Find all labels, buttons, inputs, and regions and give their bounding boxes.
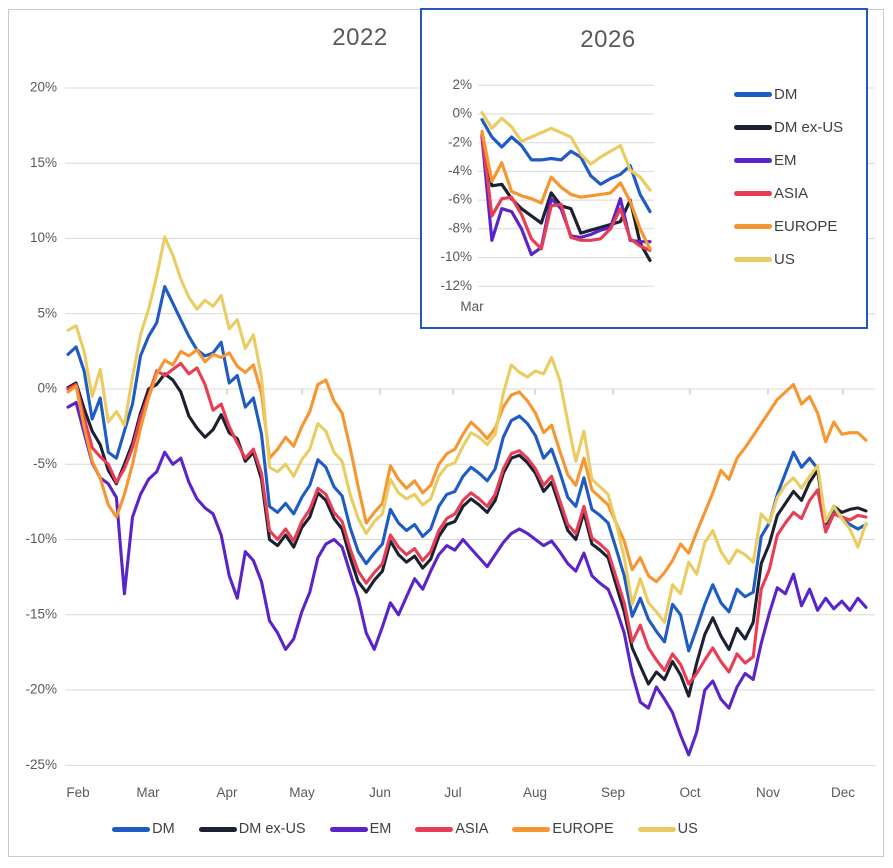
x-tick-label: Mar [460, 299, 484, 314]
legend-swatch [734, 190, 772, 196]
series-line-asia [480, 132, 652, 252]
legend-swatch [637, 826, 676, 832]
y-tick-label: -6% [448, 192, 472, 207]
x-tick-label: Apr [216, 785, 238, 800]
legend-swatch [329, 826, 368, 832]
legend-label: US [677, 821, 698, 837]
x-tick-label: Aug [523, 785, 547, 800]
x-tick-label: Jun [369, 785, 391, 800]
legend-item-em: EM [329, 820, 392, 838]
legend-item-europe: EUROPE [512, 820, 614, 838]
main-chart-legend: DM DM ex-US EM ASIA EUROPE US [0, 820, 810, 838]
y-tick-label: 2% [452, 77, 472, 92]
legend-label: EUROPE [774, 217, 838, 235]
y-tick-label: 10% [30, 230, 57, 245]
series-line-dm [66, 285, 868, 653]
legend-swatch [415, 826, 454, 832]
legend-swatch [734, 91, 772, 97]
legend-swatch [734, 124, 772, 130]
legend-label: EUROPE [552, 821, 614, 837]
legend-label: DM ex-US [774, 118, 844, 136]
x-tick-label: Oct [679, 785, 700, 800]
y-tick-label: -10% [440, 249, 472, 264]
series-line-dm-ex-us [66, 372, 868, 698]
y-tick-label: 0% [37, 381, 57, 396]
y-tick-label: -20% [25, 682, 57, 697]
legend-swatch [734, 157, 772, 163]
legend-item-asia: ASIA [415, 820, 488, 838]
x-tick-label: Nov [756, 785, 780, 800]
inset-chart-2026: 2% 0% -2% -4% -6% -8% -10% -12% Mar 2026 DM DM ex… [420, 8, 868, 329]
main-chart-title: 2022 [332, 24, 388, 51]
legend-item-em: EM [734, 150, 843, 170]
legend-label: ASIA [455, 821, 489, 837]
legend-item-asia: ASIA [734, 183, 843, 203]
legend-item-dm-ex-us: DM ex-US [734, 117, 843, 137]
legend-label: DM ex-US [238, 821, 306, 837]
x-tick-label: Sep [601, 785, 625, 800]
legend-label: ASIA [774, 184, 809, 202]
series-line-europe [66, 348, 868, 584]
series-line-us [480, 110, 652, 192]
x-tick-label: Dec [831, 785, 855, 800]
legend-item-us: US [734, 249, 843, 269]
y-tick-label: -12% [440, 278, 472, 293]
legend-swatch [734, 256, 772, 262]
legend-label: DM [774, 85, 798, 103]
series-line-dm [480, 118, 652, 214]
y-tick-label: -15% [25, 606, 57, 621]
inset-chart-title: 2026 [580, 26, 636, 53]
x-tick-label: Feb [66, 785, 89, 800]
inset-chart-legend: DM DM ex-US EM ASIA EUROPE US [734, 84, 843, 282]
y-tick-label: -2% [448, 134, 472, 149]
legend-item-us: US [637, 820, 698, 838]
y-tick-label: -5% [33, 456, 57, 471]
legend-swatch [734, 223, 772, 229]
y-tick-label: 20% [30, 80, 57, 95]
legend-item-dm: DM [112, 820, 175, 838]
legend-swatch [198, 826, 237, 832]
y-tick-label: 15% [30, 155, 57, 170]
legend-label: EM [774, 151, 797, 169]
legend-label: DM [152, 821, 175, 837]
inset-chart-plot: 2% 0% -2% -4% -6% -8% -10% -12% Mar [440, 77, 654, 314]
x-tick-label: Mar [136, 785, 160, 800]
y-tick-label: -8% [448, 220, 472, 235]
y-tick-label: 0% [452, 106, 472, 121]
x-tick-label: Jul [444, 785, 461, 800]
y-tick-label: -4% [448, 163, 472, 178]
y-tick-label: 5% [37, 305, 57, 320]
series-line-em [66, 400, 868, 757]
y-tick-label: -25% [25, 757, 57, 772]
legend-label: EM [369, 821, 392, 837]
series-line-europe [480, 129, 652, 251]
legend-swatch [512, 826, 551, 832]
legend-item-dm: DM [734, 84, 843, 104]
series-line-us [66, 235, 868, 624]
legend-item-europe: EUROPE [734, 216, 843, 236]
legend-label: US [774, 250, 795, 268]
legend-item-dm-ex-us: DM ex-US [198, 820, 306, 838]
x-tick-label: May [289, 785, 315, 800]
y-tick-label: -10% [25, 531, 57, 546]
legend-swatch [112, 826, 151, 832]
series-line-asia [66, 361, 868, 686]
